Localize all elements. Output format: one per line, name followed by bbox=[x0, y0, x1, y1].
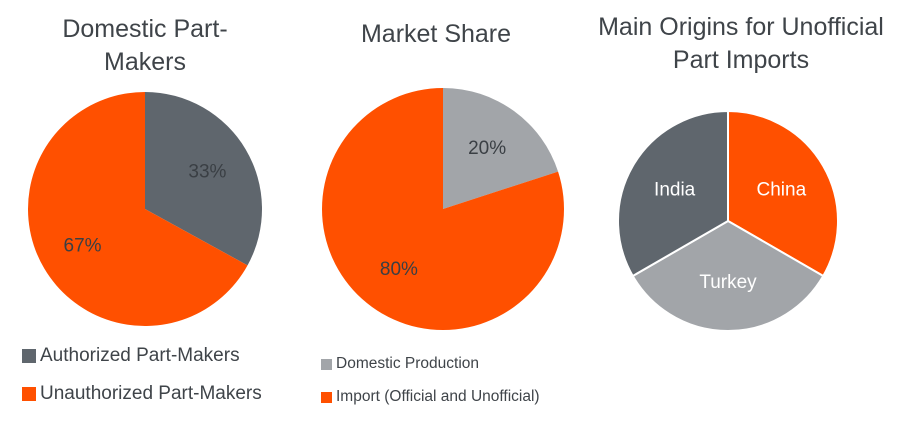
chart-title-line: Market Share bbox=[360, 20, 512, 48]
pie-slice-turkey bbox=[631, 220, 825, 332]
chart-title-line: Makers bbox=[104, 48, 186, 76]
pie-slice-unauthorized-part-makers bbox=[28, 92, 248, 326]
legend-item-import: Import (Official and Unofficial) bbox=[321, 387, 540, 407]
legend-domestic-part-makers: Authorized Part-Makers Unauthorized Part… bbox=[22, 344, 262, 420]
legend-label-authorized: Authorized Part-Makers bbox=[40, 345, 240, 366]
chart-title-domestic-part-makers: Domestic Part- Makers bbox=[20, 13, 270, 79]
legend-swatch-unauthorized bbox=[22, 387, 36, 401]
legend-label-domestic-production: Domestic Production bbox=[336, 355, 480, 372]
pie-slice-domestic-production bbox=[443, 88, 559, 209]
pie-label-authorized-part-makers: 33% bbox=[188, 162, 226, 183]
pie-label-domestic-production: 20% bbox=[468, 138, 506, 159]
chart-title-line: Domestic Part- bbox=[62, 15, 228, 43]
pie-slice-authorized-part-makers bbox=[145, 92, 263, 266]
legend-label-import: Import (Official and Unofficial) bbox=[336, 388, 540, 405]
pie-slice-import-official-and-unofficial bbox=[321, 88, 564, 331]
chart-title-line: Part Imports bbox=[672, 46, 810, 74]
legend-label-unauthorized: Unauthorized Part-Makers bbox=[40, 383, 262, 404]
pie-label-china: China bbox=[757, 180, 807, 201]
legend-swatch-domestic-production bbox=[321, 358, 332, 370]
pie-label-turkey: Turkey bbox=[699, 272, 757, 293]
pie-slice-india bbox=[617, 110, 729, 277]
legend-market-share: Domestic Production Import (Official and… bbox=[321, 354, 540, 420]
legend-item-domestic-production: Domestic Production bbox=[321, 354, 540, 374]
legend-item-unauthorized: Unauthorized Part-Makers bbox=[22, 382, 262, 406]
pie-label-india: India bbox=[654, 180, 696, 201]
chart-title-line: Main Origins for Unofficial bbox=[598, 13, 884, 41]
legend-swatch-authorized bbox=[22, 349, 36, 363]
legend-swatch-import bbox=[321, 391, 332, 403]
legend-item-authorized: Authorized Part-Makers bbox=[22, 344, 262, 368]
pie-label-unauthorized-part-makers: 67% bbox=[64, 235, 102, 256]
pie-slice-china bbox=[727, 110, 839, 277]
pie-label-import-official-and-unofficial: 80% bbox=[380, 259, 418, 280]
chart-title-unofficial-origins: Main Origins for Unofficial Part Imports bbox=[590, 11, 892, 77]
chart-title-market-share: Market Share bbox=[318, 18, 554, 51]
